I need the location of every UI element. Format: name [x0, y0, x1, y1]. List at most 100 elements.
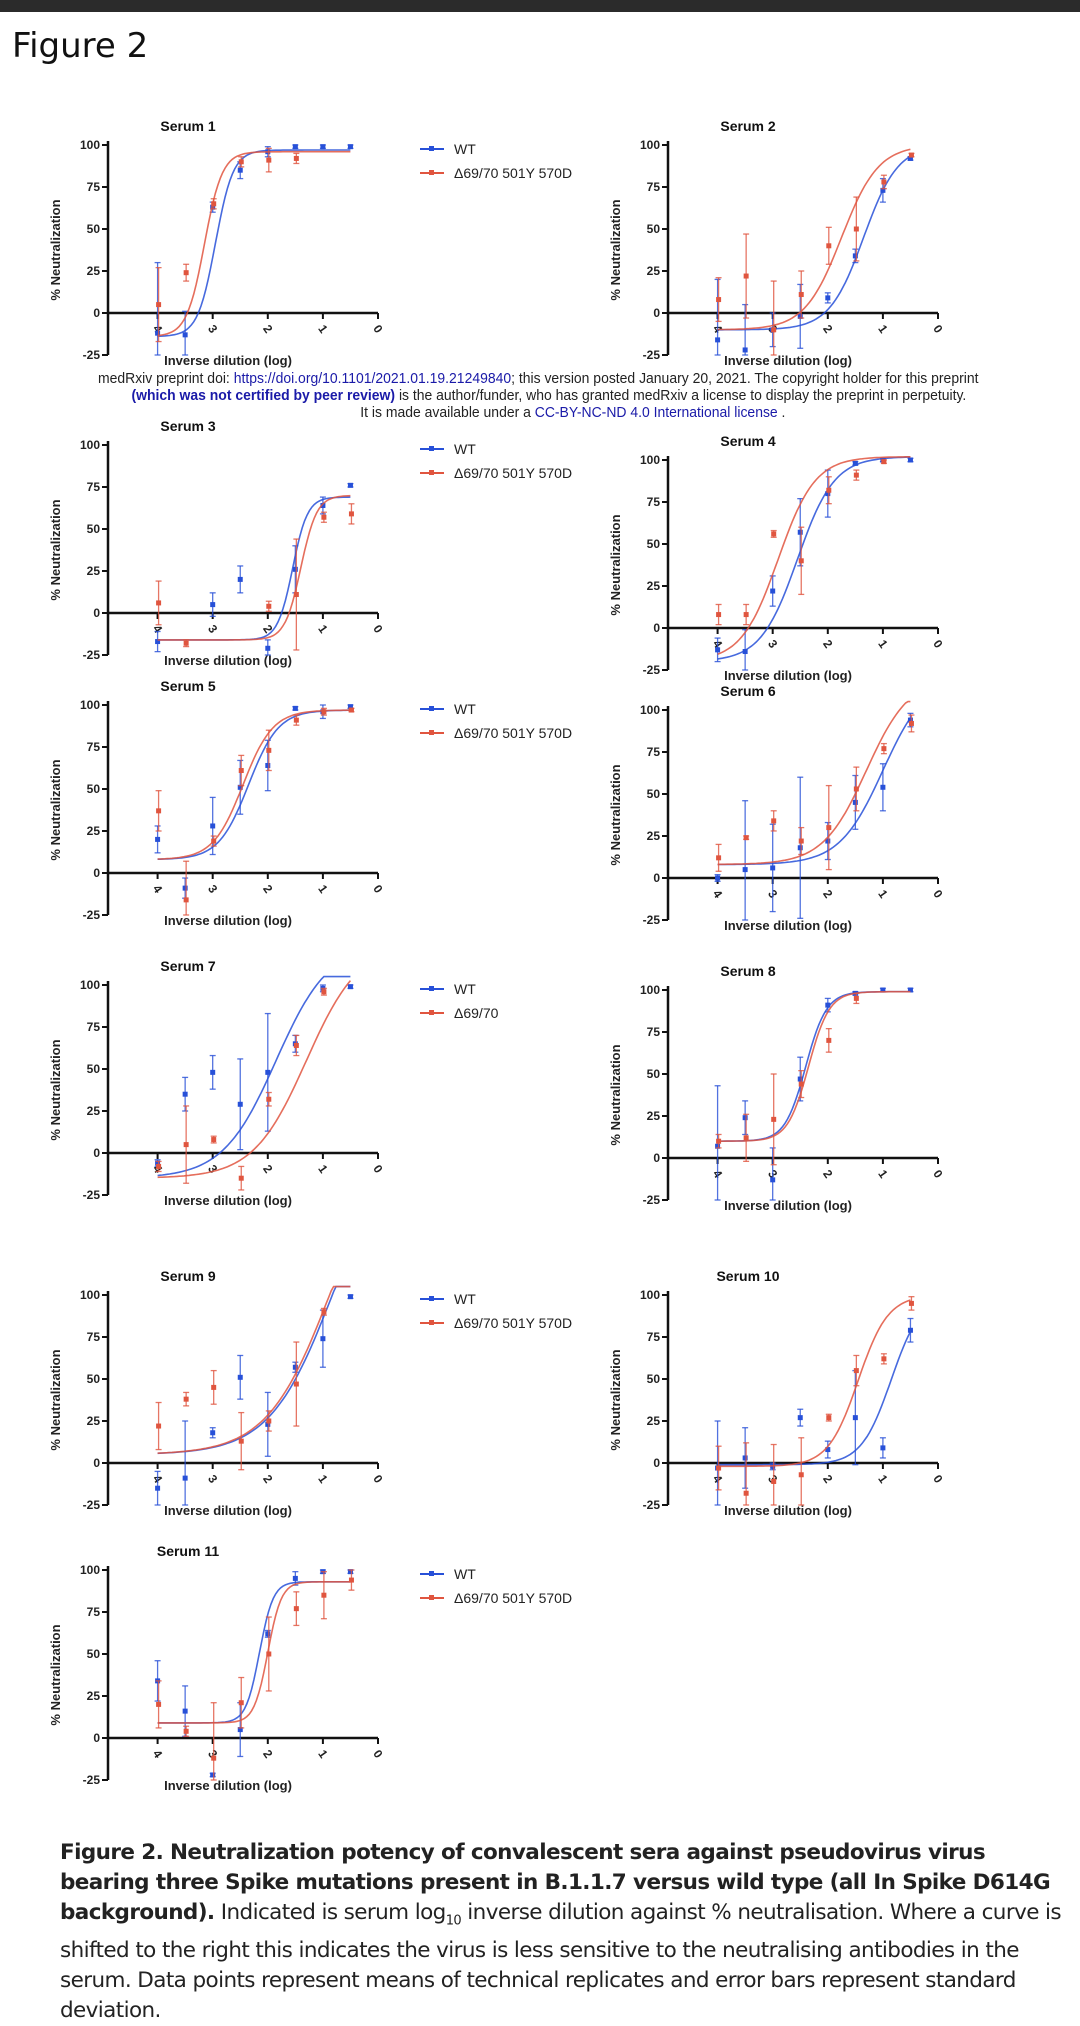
data-point — [237, 576, 243, 582]
fit-curve — [717, 1299, 911, 1468]
chart-title: Serum 2 — [720, 118, 775, 134]
y-tick-label: 50 — [647, 222, 661, 236]
data-point — [770, 865, 776, 871]
fit-curve — [717, 456, 911, 660]
data-point — [320, 502, 326, 508]
x-tick-label: 1 — [315, 1162, 330, 1176]
data-point — [321, 1592, 327, 1598]
chart-legend: WT Δ69/70 501Y 570D — [420, 1562, 572, 1610]
data-point — [907, 717, 913, 723]
data-point — [908, 152, 914, 158]
legend-label: WT — [454, 1291, 476, 1307]
data-point — [798, 838, 804, 844]
data-point — [742, 649, 748, 655]
data-point — [743, 612, 749, 618]
data-point — [320, 144, 326, 150]
medrxiv-watermark: medRxiv preprint doi: https://doi.org/10… — [98, 370, 978, 421]
chart-title: Serum 11 — [157, 1543, 219, 1559]
caption-subscript: 10 — [445, 1913, 462, 1929]
y-tick-label: 75 — [87, 1330, 101, 1344]
data-point — [183, 640, 189, 646]
data-point — [348, 511, 354, 517]
y-tick-label: -25 — [83, 1498, 101, 1512]
data-point — [853, 995, 859, 1001]
data-point — [292, 144, 298, 150]
legend-label: WT — [454, 701, 476, 717]
x-axis-label: Inverse dilution (log) — [164, 913, 292, 928]
series-mutant — [715, 148, 915, 356]
x-tick-label: 1 — [875, 637, 890, 651]
y-tick-label: 75 — [647, 495, 661, 509]
data-point — [880, 1445, 886, 1451]
data-point — [798, 558, 804, 564]
data-point — [266, 1096, 272, 1102]
data-point — [798, 292, 804, 298]
chart-legend: WT Δ69/70 501Y 570D — [420, 437, 572, 485]
x-tick-label: 1 — [875, 1167, 890, 1181]
chart-title: Serum 6 — [720, 683, 775, 699]
data-point — [210, 1430, 216, 1436]
series-mutant — [155, 494, 355, 651]
fit-curve — [717, 700, 911, 866]
chart-title: Serum 5 — [160, 678, 215, 694]
y-tick-label: 100 — [80, 698, 100, 712]
y-tick-label: 50 — [87, 222, 101, 236]
data-point — [907, 155, 913, 161]
data-point — [826, 487, 832, 493]
y-tick-label: 25 — [87, 564, 101, 578]
chart-panel-serum-5: Serum 5 100 75 50 25 0 -25 4 3 2 1 0 Inverse dilutio… — [40, 665, 600, 928]
fit-curve — [717, 155, 911, 331]
data-point — [210, 1772, 216, 1778]
y-axis-label: % Neutralization — [48, 759, 63, 860]
chart-legend: WT Δ69/70 — [420, 977, 498, 1025]
legend-swatch — [420, 706, 444, 711]
data-point — [210, 823, 216, 829]
y-tick-label: 0 — [93, 1456, 100, 1470]
legend-swatch — [420, 170, 444, 175]
series-mutant — [155, 147, 351, 343]
x-tick-label: 1 — [875, 887, 890, 901]
data-point — [347, 984, 353, 990]
chart-title: Serum 10 — [716, 1268, 779, 1284]
legend-item: Δ69/70 — [420, 1001, 498, 1025]
chart-panel-serum-3: Serum 3 100 75 50 25 0 -25 4 3 2 1 0 Inverse dilutio… — [40, 405, 600, 668]
chart-panel-serum-7: Serum 7 100 75 50 25 0 -25 4 3 2 1 0 Inverse dilutio… — [40, 945, 600, 1208]
license-link[interactable]: CC-BY-NC-ND 4.0 International license — [534, 404, 778, 421]
data-point — [797, 1415, 803, 1421]
data-point — [742, 867, 748, 873]
y-tick-label: 25 — [647, 1414, 661, 1428]
x-tick-label: 1 — [875, 1472, 890, 1486]
x-tick-label: 2 — [820, 1472, 835, 1486]
x-axis-label: Inverse dilution (log) — [164, 1778, 292, 1793]
legend-label: Δ69/70 501Y 570D — [454, 1315, 573, 1331]
y-tick-label: 100 — [640, 1288, 660, 1302]
x-tick-label: 0 — [370, 322, 385, 336]
data-point — [320, 1336, 326, 1342]
y-tick-label: 100 — [640, 703, 660, 717]
fit-curve — [717, 990, 911, 1142]
doi-link[interactable]: https://doi.org/10.1101/2021.01.19.21249… — [233, 370, 512, 387]
y-tick-label: 25 — [87, 1414, 101, 1428]
x-tick-label: 0 — [930, 322, 945, 336]
fit-curve — [717, 148, 911, 331]
legend-label: WT — [454, 141, 476, 157]
legend-label: Δ69/70 501Y 570D — [454, 165, 573, 181]
x-tick-label: 3 — [205, 1162, 220, 1176]
y-tick-label: 100 — [80, 438, 100, 452]
chart-legend: WT Δ69/70 501Y 570D — [420, 137, 572, 185]
series-mutant — [715, 1296, 915, 1506]
y-tick-label: 0 — [653, 306, 660, 320]
x-tick-label: 0 — [930, 1472, 945, 1486]
data-point — [907, 987, 913, 993]
data-point — [211, 1384, 217, 1390]
y-tick-label: -25 — [643, 1498, 661, 1512]
chart-legend: WT Δ69/70 501Y 570D — [420, 697, 572, 745]
data-point — [211, 838, 217, 844]
y-tick-label: 75 — [647, 1025, 661, 1039]
y-tick-label: 100 — [640, 138, 660, 152]
data-point — [715, 337, 721, 343]
x-tick-label: 0 — [370, 1747, 385, 1761]
peer-review-notice: (which was not certified by peer review) — [131, 387, 396, 404]
watermark-line2-suffix: is the author/funder, who has granted me… — [395, 387, 967, 404]
